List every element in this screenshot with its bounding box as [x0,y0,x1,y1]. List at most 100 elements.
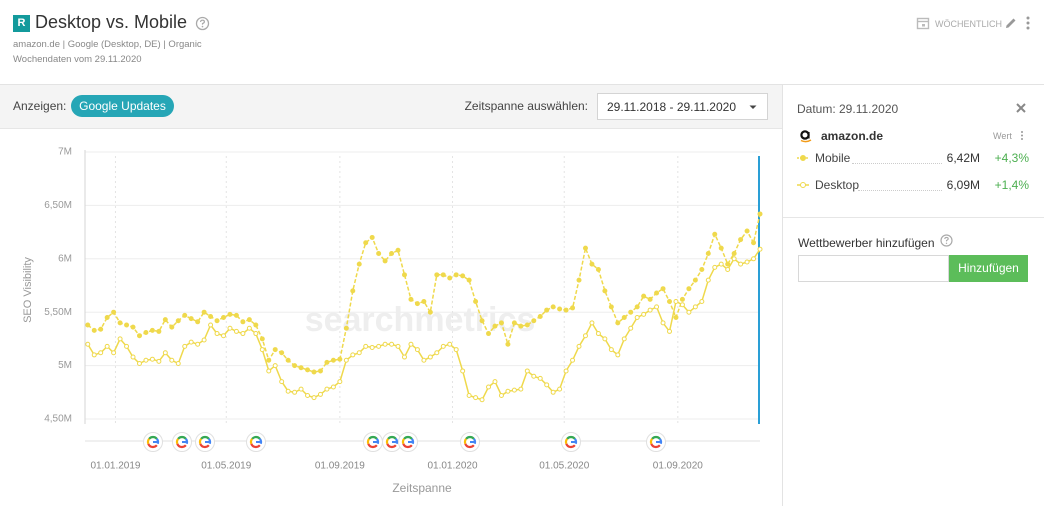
data-point [511,387,517,393]
range-label: Zeitspanne auswählen: [464,99,588,113]
legend-change: +1,4% [994,178,1029,192]
y-tick-label: 5,50M [44,307,72,318]
chart: 4,50M 5M 5,50M 6M 6,50M 7M 01.01.2019 01.05.201… [22,147,763,495]
data-point [311,369,317,375]
data-point [673,299,679,305]
data-point [460,368,466,374]
data-point [317,368,323,374]
data-point [524,322,530,328]
data-point [731,250,737,256]
data-point [162,317,168,323]
data-point [221,315,227,321]
help-icon[interactable] [939,233,954,248]
menu-icon[interactable] [1024,15,1032,31]
data-point [557,386,563,392]
data-point [544,382,550,388]
data-point [434,350,440,356]
data-point [427,309,433,315]
data-point [447,341,453,347]
data-point [466,393,472,399]
data-point [253,322,259,328]
data-point [576,343,582,349]
data-point [188,316,194,322]
logo-arc [403,435,413,440]
data-point [175,360,181,366]
data-point [91,327,97,333]
legend-marker [797,155,809,161]
data-point [414,301,420,307]
data-point [705,250,711,256]
data-point [395,247,401,253]
data-point [221,333,227,339]
sidebar-border [782,85,783,506]
data-point [201,337,207,343]
data-point [156,328,162,334]
logo-arc [564,438,569,445]
data-point [738,261,744,267]
data-point [582,245,588,251]
data-point [621,336,627,342]
data-point [285,388,291,394]
data-point [98,350,104,356]
logo-arc [249,438,254,445]
data-point [408,296,414,302]
data-point [130,324,136,330]
data-point [634,304,640,310]
show-label: Anzeigen: [13,99,67,113]
data-point [317,391,323,397]
data-point [473,299,479,305]
data-point [466,277,472,283]
y-tick-label: 5M [58,360,72,371]
logo-arc [402,443,413,449]
data-point [731,256,737,262]
data-point [195,319,201,325]
data-point [511,320,517,326]
data-point [479,397,485,403]
data-point [350,352,356,358]
logo-arc [250,443,261,449]
data-point [136,360,142,366]
data-point [401,272,407,278]
range-select[interactable]: 29.11.2018 - 29.11.2020 [597,93,768,120]
watermark: searchmetrics [305,301,536,339]
data-point [757,246,763,252]
data-point [233,328,239,334]
add-button[interactable]: Hinzufügen [949,255,1028,282]
data-point [447,275,453,281]
data-point [111,309,117,315]
data-point [408,341,414,347]
data-point [182,312,188,318]
data-point [363,240,369,246]
logo-arc [368,435,378,440]
logo-arc [651,435,661,440]
data-point [272,363,278,369]
data-point [705,277,711,283]
data-point [240,331,246,337]
help-icon[interactable] [195,16,210,31]
data-point [660,320,666,326]
data-point [85,322,91,328]
data-point [324,386,330,392]
data-point [602,288,608,294]
data-point [266,368,272,374]
data-point [440,343,446,349]
google-updates-toggle[interactable]: Google Updates [71,95,174,117]
data-point [634,315,640,321]
data-point [227,325,233,331]
value-menu-icon[interactable] [1019,130,1025,141]
competitor-input[interactable] [798,255,949,282]
logo-arc [465,435,475,440]
edit-icon[interactable] [1004,16,1018,30]
data-point [667,299,673,305]
data-point [427,354,433,360]
logo-arc [176,443,187,449]
data-point [149,356,155,362]
data-point [382,341,388,347]
interval-button[interactable]: WÖCHENTLICH [935,19,1002,29]
amazon-logo [800,130,812,143]
logo-arc [146,438,151,445]
data-point [718,261,724,267]
close-icon[interactable] [1015,102,1027,114]
data-point [570,357,576,363]
